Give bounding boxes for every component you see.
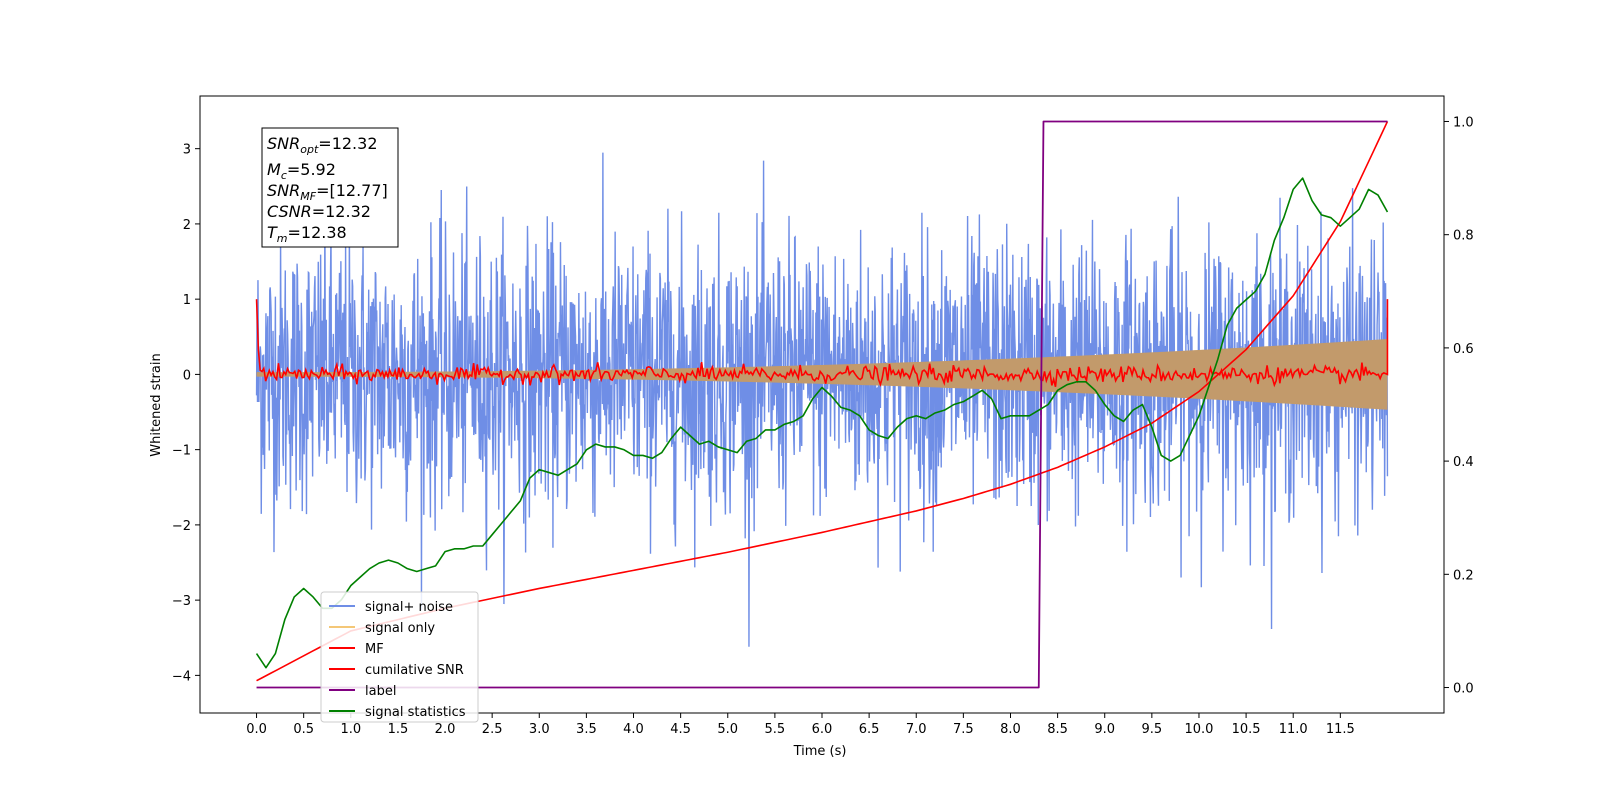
x-tick-label: 4.0 [623, 722, 644, 737]
y-tick-label: 2 [183, 218, 191, 233]
legend-entry: cumilative SNR [365, 663, 464, 678]
y2-tick-label: 0.4 [1453, 455, 1474, 470]
annotation-csnr: CSNR=12.32 [267, 202, 371, 221]
y-tick-label: 3 [183, 143, 191, 158]
x-tick-label: 3.0 [529, 722, 550, 737]
x-tick-label: 1.0 [340, 722, 361, 737]
x-tick-label: 2.0 [435, 722, 456, 737]
legend-entry: signal statistics [365, 705, 466, 720]
y-tick-label: 1 [183, 293, 191, 308]
legend-entry: signal only [365, 621, 435, 636]
x-tick-label: 4.5 [670, 722, 691, 737]
y2-tick-label: 1.0 [1453, 115, 1474, 130]
y2-tick-label: 0.0 [1453, 682, 1474, 697]
y-tick-label: −2 [172, 519, 191, 534]
y2-tick-label: 0.2 [1453, 568, 1474, 583]
series-label [256, 120, 1388, 689]
series-signal-statistics [255, 177, 1389, 669]
annotation-box: SNRopt=12.32 Mc=5.92 SNRMF=[12.77] CSNR=… [261, 127, 399, 248]
y2-tick-label: 0.6 [1453, 342, 1474, 357]
x-tick-label: 3.5 [576, 722, 597, 737]
annotation-mc: Mc=5.92 [267, 160, 336, 182]
x-tick-label: 6.5 [859, 722, 880, 737]
annotation-snr-opt: SNRopt=12.32 [267, 134, 378, 156]
y-tick-label: 0 [183, 368, 191, 383]
x-tick-label: 9.0 [1094, 722, 1115, 737]
x-tick-label: 10.0 [1184, 722, 1213, 737]
legend-entry: signal+ noise [365, 600, 453, 615]
y-axis-label: Whitened strain [149, 353, 164, 456]
x-tick-label: 0.5 [293, 722, 314, 737]
legend-entry: label [365, 684, 396, 699]
x-tick-label: 5.0 [717, 722, 738, 737]
x-tick-label: 11.0 [1279, 722, 1308, 737]
x-tick-label: 8.0 [1000, 722, 1021, 737]
x-tick-label: 7.5 [953, 722, 974, 737]
x-tick-label: 7.0 [906, 722, 927, 737]
series-mf [255, 299, 1389, 388]
annotation-snr-mf: SNRMF=[12.77] [267, 181, 388, 203]
x-tick-label: 6.0 [812, 722, 833, 737]
x-tick-label: 5.5 [765, 722, 786, 737]
legend-entry: MF [365, 642, 384, 657]
x-axis-label: Time (s) [793, 744, 847, 759]
x-tick-label: 2.5 [482, 722, 503, 737]
y-tick-label: −4 [172, 669, 191, 684]
x-tick-label: 0.0 [246, 722, 267, 737]
x-tick-label: 8.5 [1047, 722, 1068, 737]
x-tick-label: 11.5 [1326, 722, 1355, 737]
legend: signal+ noise signal only MF cumilative SNR… [320, 591, 479, 723]
y-tick-label: −3 [172, 594, 191, 609]
x-tick-label: 9.5 [1142, 722, 1163, 737]
annotation-tm: Tm=12.38 [267, 223, 347, 245]
y2-tick-label: 0.8 [1453, 229, 1474, 244]
y-tick-label: −1 [172, 444, 191, 459]
x-tick-label: 1.5 [388, 722, 409, 737]
x-tick-label: 10.5 [1232, 722, 1261, 737]
